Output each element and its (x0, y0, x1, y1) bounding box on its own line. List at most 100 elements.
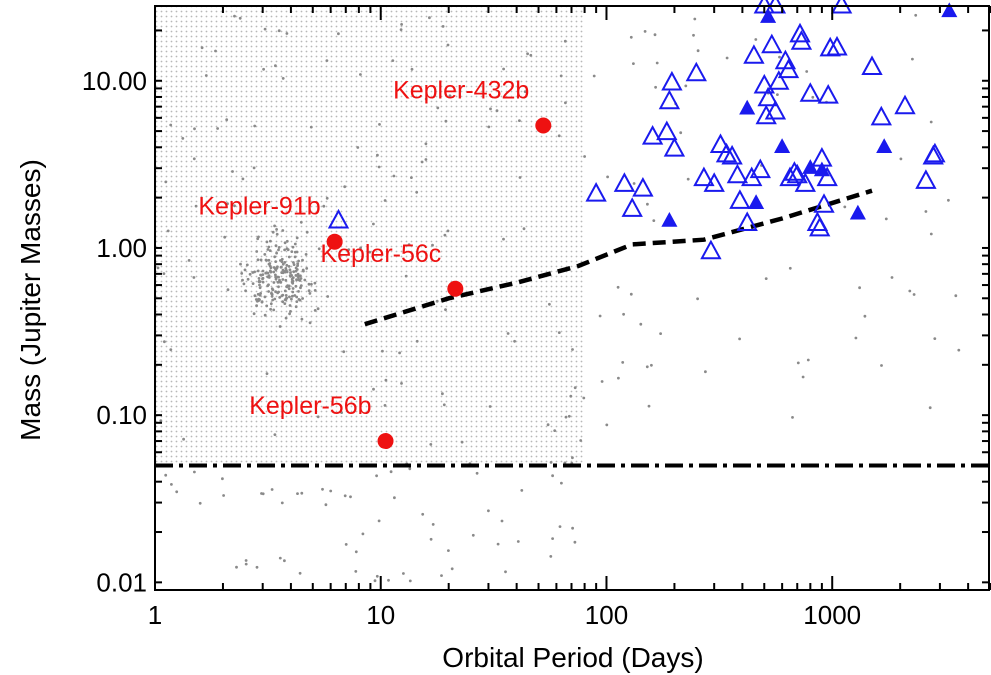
filled-triangle-point (739, 99, 756, 115)
filled-triangle-point (774, 138, 791, 153)
background-point (446, 229, 450, 233)
background-point (929, 120, 933, 124)
background-point (252, 312, 256, 316)
background-point (283, 302, 287, 305)
background-point (169, 123, 173, 127)
background-point (294, 305, 298, 309)
background-point (255, 304, 258, 308)
background-point (297, 290, 300, 293)
background-point (428, 16, 431, 20)
background-point (266, 271, 270, 275)
background-point (308, 292, 312, 295)
background-point (274, 273, 277, 277)
highlight-label: Kepler-56c (320, 240, 441, 268)
background-point (376, 153, 379, 157)
background-point (277, 285, 280, 289)
background-point (296, 262, 300, 266)
background-point (278, 325, 282, 328)
background-point (408, 579, 412, 583)
background-point (251, 282, 255, 285)
filled-triangle-point (813, 161, 830, 177)
background-point (410, 176, 413, 180)
background-point (502, 67, 505, 71)
background-point (429, 537, 433, 541)
background-point (791, 416, 794, 419)
background-point (281, 229, 285, 232)
background-point (606, 175, 609, 179)
background-point (924, 210, 928, 213)
open-triangle-point (632, 177, 654, 197)
background-point (300, 317, 304, 321)
background-point (410, 67, 414, 71)
open-triangle-point (819, 36, 841, 57)
background-point (307, 289, 311, 293)
background-point (287, 265, 291, 268)
background-point (344, 543, 348, 546)
background-point (564, 415, 568, 419)
background-point (313, 281, 317, 285)
background-point (226, 288, 230, 292)
filled-triangle-series (661, 2, 958, 227)
background-point (231, 170, 234, 173)
background-point (258, 293, 262, 297)
background-point (274, 290, 277, 294)
background-point (193, 470, 196, 474)
background-point (526, 52, 529, 56)
background-point (287, 284, 291, 288)
open-triangle-point (761, 33, 783, 54)
background-point (305, 267, 309, 270)
background-point (277, 246, 281, 249)
background-point (170, 483, 173, 486)
background-point (221, 477, 224, 481)
background-point (399, 28, 403, 31)
open-triangle-point (816, 166, 838, 187)
background-point (258, 283, 261, 287)
background-point (268, 262, 272, 265)
highlight-point (377, 433, 394, 450)
background-point (420, 160, 424, 164)
background-point (269, 302, 273, 306)
background-point (238, 16, 242, 20)
background-point (391, 59, 395, 62)
background-point (558, 525, 562, 528)
background-point (256, 237, 260, 241)
background-point (277, 290, 280, 294)
open-triangle-point (799, 82, 821, 102)
background-point (912, 293, 916, 296)
background-point (286, 248, 290, 252)
background-point (285, 239, 289, 243)
background-point (431, 523, 435, 526)
background-point (301, 268, 305, 272)
background-point (569, 394, 573, 398)
background-point (284, 294, 288, 297)
background-point (337, 32, 340, 36)
filled-triangle-point (941, 2, 958, 18)
background-point (261, 280, 265, 284)
background-point (522, 227, 526, 231)
background-point (313, 309, 317, 312)
background-point (696, 49, 700, 53)
background-point (305, 230, 309, 234)
background-point (288, 312, 291, 316)
background-point (929, 232, 933, 236)
background-point (270, 291, 273, 295)
background-point (256, 299, 259, 303)
background-point (559, 74, 563, 78)
x-axis-title: Orbital Period (Days) (442, 642, 703, 673)
background-point (303, 278, 307, 282)
background-point (435, 299, 439, 303)
background-point (244, 289, 248, 293)
background-point (239, 262, 242, 266)
background-point (653, 33, 657, 37)
x-tick-label: 1000 (803, 600, 861, 630)
background-point (398, 351, 401, 355)
filled-triangle-point (748, 194, 765, 209)
background-point (294, 284, 298, 288)
background-point (283, 248, 286, 252)
background-point (415, 339, 419, 343)
background-point (516, 540, 520, 543)
background-point (156, 266, 160, 270)
open-triangle-point (789, 22, 811, 43)
background-point (377, 519, 381, 523)
